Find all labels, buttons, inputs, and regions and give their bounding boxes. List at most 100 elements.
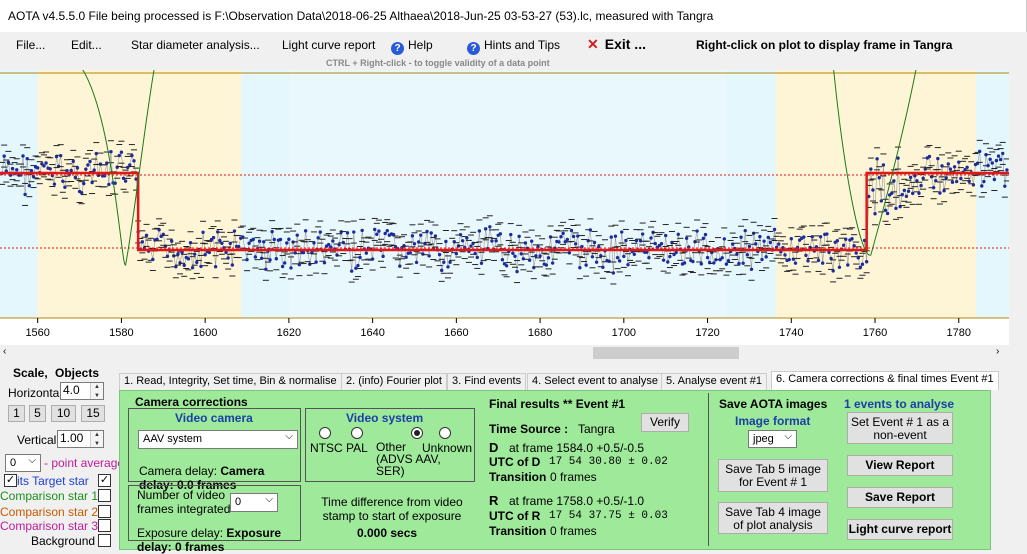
data-point xyxy=(257,239,262,243)
data-point xyxy=(850,237,854,241)
scroll-left-icon[interactable]: ‹ xyxy=(3,346,7,357)
data-point xyxy=(25,156,29,161)
data-point xyxy=(509,232,513,237)
data-point xyxy=(105,161,109,165)
menu-help-label: Help xyxy=(408,38,433,52)
menu-exit[interactable]: ✕ Exit ... xyxy=(587,36,646,53)
data-point xyxy=(404,255,408,259)
menu-light-curve-report[interactable]: Light curve report xyxy=(282,38,376,52)
save-tab5-image-button[interactable]: Save Tab 5 image for Event # 1 xyxy=(718,459,828,492)
data-point xyxy=(119,150,124,154)
data-point xyxy=(341,240,346,245)
data-point xyxy=(94,151,98,156)
data-point xyxy=(488,225,492,229)
set-non-event-button[interactable]: Set Event # 1 as a non-event xyxy=(847,412,953,444)
menu-edit[interactable]: Edit... xyxy=(71,38,102,52)
menu-file[interactable]: File... xyxy=(16,38,46,52)
target-star-left-checkbox[interactable]: ✓ xyxy=(4,474,17,487)
data-point xyxy=(592,240,597,245)
data-point xyxy=(312,241,316,245)
scale-5-button[interactable]: 5 xyxy=(29,405,46,422)
tab-fourier[interactable]: 2. (info) Fourier plot xyxy=(341,373,447,390)
data-point xyxy=(479,261,484,265)
menu-star-diameter[interactable]: Star diameter analysis... xyxy=(131,38,260,52)
tab-select-event[interactable]: 4. Select event to analyse xyxy=(527,373,663,390)
data-point xyxy=(82,181,86,186)
data-point xyxy=(69,168,73,173)
data-point xyxy=(931,186,936,190)
vertical-scale-input[interactable]: 1.00 ▲ ▼ xyxy=(57,430,104,448)
data-point xyxy=(128,163,132,167)
save-report-button[interactable]: Save Report xyxy=(847,487,953,508)
plot-svg[interactable]: 1560 1580 1600 1620 1640 1660 1680 1700 1720 1740… xyxy=(0,70,1009,347)
utc-d-label: UTC of D xyxy=(489,455,541,469)
spin-arrows-icon[interactable]: ▲ ▼ xyxy=(90,383,103,399)
save-tab4-image-button[interactable]: Save Tab 4 image of plot analysis xyxy=(718,502,828,534)
tab-camera-corrections[interactable]: 6. Camera corrections & final times Even… xyxy=(771,371,999,390)
comparison-star-2-checkbox[interactable] xyxy=(98,505,111,518)
tab-find-events[interactable]: 3. Find events xyxy=(447,373,527,390)
data-point xyxy=(620,230,624,234)
spin-arrows-icon[interactable]: ▲ ▼ xyxy=(90,431,103,447)
data-point xyxy=(523,241,528,245)
data-point xyxy=(900,192,904,197)
light-curve-plot[interactable]: 1560 1580 1600 1620 1640 1660 1680 1700 1720 1740… xyxy=(0,70,1009,347)
ntsc-radio[interactable] xyxy=(319,427,331,439)
data-point xyxy=(649,236,653,240)
plot-band xyxy=(976,70,1009,318)
tab-read[interactable]: 1. Read, Integrity, Set time, Bin & norm… xyxy=(119,373,342,390)
image-format-select[interactable]: jpeg ⌵ xyxy=(748,430,797,448)
data-point xyxy=(622,254,626,259)
video-camera-group: Video camera AAV system ⌵ Camera delay: … xyxy=(128,408,301,492)
data-point xyxy=(745,253,750,257)
data-point xyxy=(944,176,948,180)
data-point xyxy=(174,265,178,269)
data-point xyxy=(546,256,551,260)
point-average-select[interactable]: 0 ⌵ xyxy=(5,454,41,472)
data-point xyxy=(270,229,274,234)
data-point xyxy=(268,258,272,262)
data-point xyxy=(818,235,823,239)
scroll-right-icon[interactable]: › xyxy=(996,346,1000,357)
horizontal-scale-input[interactable]: 4.0 ▲ ▼ xyxy=(60,382,104,400)
menu-help[interactable]: ? Help xyxy=(391,38,433,55)
transition-r-value: 0 frames xyxy=(550,524,597,538)
comparison-star-3-checkbox[interactable] xyxy=(98,519,111,532)
data-point xyxy=(768,240,773,245)
data-point xyxy=(79,190,84,195)
data-point xyxy=(720,256,724,260)
data-point xyxy=(827,250,831,254)
verify-button[interactable]: Verify xyxy=(641,413,689,432)
tab-analyse-event[interactable]: 5. Analyse event #1 xyxy=(661,373,768,390)
data-point xyxy=(207,250,212,255)
x-tick-label: 1620 xyxy=(277,327,301,339)
light-curve-report-button[interactable]: Light curve report xyxy=(847,519,953,540)
menu-hints[interactable]: ? Hints and Tips xyxy=(467,38,560,55)
data-point xyxy=(927,154,932,159)
data-point xyxy=(565,237,570,242)
data-point xyxy=(885,211,890,216)
data-point xyxy=(107,182,111,187)
data-point xyxy=(425,229,429,234)
data-point xyxy=(155,237,159,242)
pal-radio[interactable] xyxy=(351,427,363,439)
vertical-scrollbar[interactable] xyxy=(1009,70,1027,361)
target-star-checkbox[interactable]: ✓ xyxy=(98,474,111,487)
horizontal-scrollbar[interactable]: ‹ › xyxy=(0,345,1009,361)
scroll-thumb[interactable] xyxy=(593,347,739,359)
comparison-star-1-checkbox[interactable] xyxy=(98,489,111,502)
data-point xyxy=(762,239,766,243)
background-checkbox[interactable] xyxy=(98,534,111,547)
frames-integrated-select[interactable]: 0 ⌵ xyxy=(230,493,278,512)
scale-15-button[interactable]: 15 xyxy=(81,405,105,422)
data-point xyxy=(159,234,163,239)
data-point xyxy=(15,168,19,172)
scale-10-button[interactable]: 10 xyxy=(51,405,76,422)
scale-1-button[interactable]: 1 xyxy=(8,405,25,422)
other-radio[interactable] xyxy=(411,427,423,439)
unknown-radio[interactable] xyxy=(439,427,451,439)
data-point xyxy=(473,251,477,256)
model-fit-line xyxy=(0,171,1009,252)
camera-select[interactable]: AAV system ⌵ xyxy=(138,430,298,449)
view-report-button[interactable]: View Report xyxy=(847,455,953,476)
